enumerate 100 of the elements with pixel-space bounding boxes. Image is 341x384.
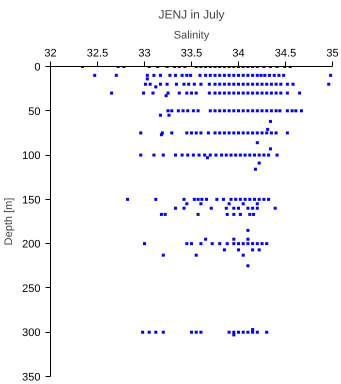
point (246, 238, 250, 241)
point (210, 242, 214, 246)
point (214, 154, 218, 157)
point (222, 74, 226, 77)
point (162, 154, 165, 157)
point (200, 198, 204, 201)
point (286, 82, 289, 86)
point (251, 248, 254, 252)
point (144, 82, 147, 86)
point (186, 154, 190, 157)
point (246, 92, 250, 95)
point (228, 131, 231, 134)
point (282, 74, 286, 77)
point (276, 154, 279, 157)
point (242, 242, 245, 246)
point (199, 82, 202, 86)
point (256, 74, 259, 77)
point (251, 131, 254, 134)
point (260, 131, 264, 134)
point (232, 212, 236, 216)
point (228, 109, 231, 112)
point (228, 92, 231, 95)
point (154, 85, 158, 88)
point (228, 74, 231, 77)
point (254, 168, 257, 171)
point (190, 131, 193, 134)
point (248, 198, 252, 201)
point (270, 109, 273, 112)
point (258, 162, 261, 165)
point (251, 206, 254, 210)
point (185, 74, 188, 77)
x-tick-label: 32 (44, 48, 57, 60)
point (206, 131, 210, 134)
point (270, 82, 273, 86)
point (263, 74, 266, 77)
point (329, 74, 332, 77)
point (258, 154, 261, 157)
point (246, 131, 250, 134)
point (272, 74, 276, 77)
point (192, 109, 195, 112)
point (246, 228, 250, 232)
point (237, 206, 240, 210)
point (164, 94, 168, 98)
point (185, 202, 188, 206)
point (208, 92, 211, 95)
point (279, 92, 282, 95)
point (246, 264, 250, 268)
point (229, 198, 232, 201)
point (194, 330, 198, 334)
point (242, 254, 245, 257)
point (242, 74, 245, 77)
point (244, 198, 247, 201)
point (237, 92, 240, 95)
point (267, 154, 270, 157)
point (139, 154, 142, 157)
point (174, 74, 178, 77)
point (126, 198, 130, 201)
x-tick-label: 34 (232, 48, 245, 60)
point (93, 74, 96, 77)
point (222, 131, 226, 134)
y-tick-label: 50 (28, 106, 41, 118)
point (158, 114, 162, 117)
point (218, 82, 222, 86)
point (238, 212, 242, 216)
point (232, 242, 236, 246)
point (214, 82, 216, 86)
point (274, 82, 278, 86)
point (262, 154, 266, 157)
point (260, 242, 264, 246)
point (168, 74, 172, 77)
point (218, 92, 222, 95)
point (252, 154, 256, 157)
point (215, 198, 218, 201)
point (327, 82, 330, 86)
point (278, 109, 282, 112)
point (154, 198, 158, 201)
point (277, 74, 280, 77)
point (166, 92, 170, 95)
x-tick-label: 35 (326, 48, 339, 60)
point (228, 82, 231, 86)
point (248, 154, 252, 157)
point (174, 82, 178, 86)
point (185, 242, 188, 246)
point (292, 82, 295, 86)
point (242, 92, 245, 95)
point (199, 242, 202, 246)
point (256, 141, 259, 144)
point (210, 206, 213, 210)
point (220, 154, 224, 157)
x-tick-label: 32.5 (86, 48, 108, 60)
chart-title: JENJ in July (158, 8, 225, 22)
point (237, 248, 240, 252)
point (260, 109, 264, 112)
point (196, 109, 200, 112)
point (251, 92, 254, 95)
point (258, 198, 261, 201)
point (170, 109, 174, 112)
point (256, 131, 259, 134)
y-tick-label: 0 (34, 62, 41, 74)
point (208, 109, 212, 112)
